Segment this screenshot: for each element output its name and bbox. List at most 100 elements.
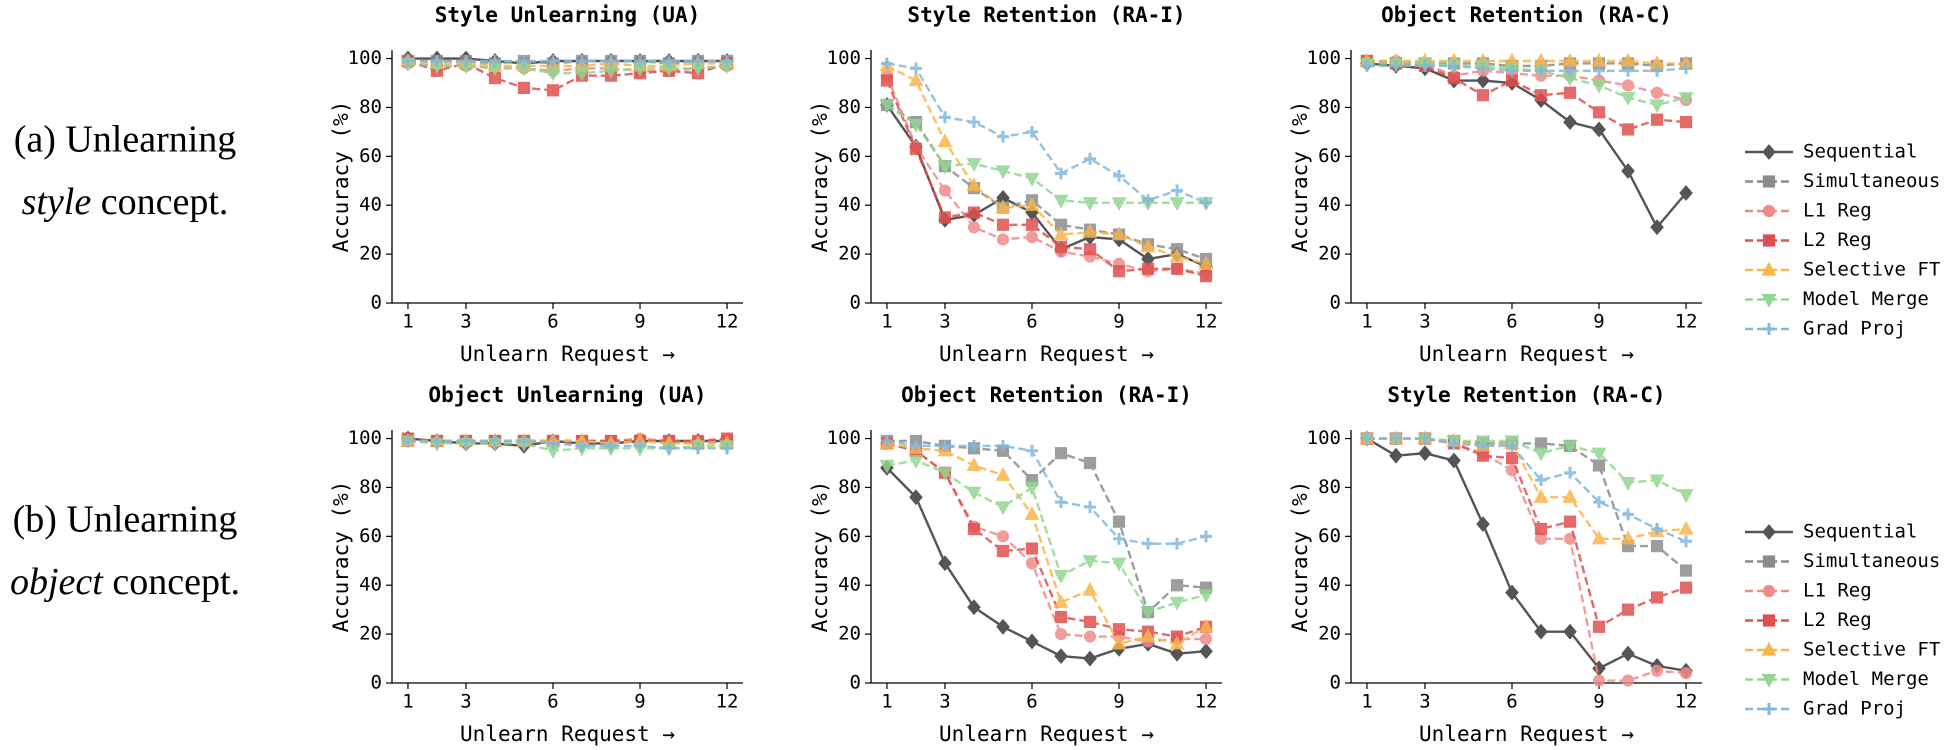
marker (1476, 62, 1489, 75)
legend-label: Grad Proj (1803, 698, 1906, 720)
marker (1026, 444, 1038, 457)
marker (1505, 452, 1519, 465)
marker (663, 442, 676, 455)
x-tick-label: 12 (1195, 691, 1218, 713)
marker (1506, 439, 1518, 452)
marker (1535, 64, 1547, 77)
marker (1111, 557, 1127, 572)
marker (1680, 62, 1693, 75)
marker (1680, 535, 1693, 548)
x-axis-label: Unlearn Request → (1419, 342, 1634, 366)
y-tick-label: 20 (359, 243, 382, 265)
marker (1024, 172, 1040, 187)
marker (1447, 72, 1461, 85)
chart-title: Style Unlearning (UA) (435, 3, 701, 27)
marker (1679, 581, 1693, 594)
x-tick-label: 9 (1113, 311, 1124, 333)
series-line (407, 62, 728, 75)
y-tick-label: 0 (371, 672, 382, 694)
marker (1200, 196, 1213, 209)
marker (1506, 64, 1518, 77)
marker (1112, 265, 1126, 278)
x-axis-label: Unlearn Request → (939, 722, 1154, 746)
series-line (1366, 437, 1687, 496)
marker (937, 160, 953, 175)
marker (880, 57, 893, 70)
legend-marker (1762, 234, 1776, 247)
marker (1649, 99, 1665, 114)
y-tick-label: 20 (838, 243, 861, 265)
marker (1082, 555, 1098, 570)
marker (1447, 437, 1460, 450)
marker (1024, 506, 1040, 520)
x-tick-label: 1 (881, 311, 892, 333)
marker (1142, 537, 1155, 550)
marker (1534, 437, 1548, 450)
marker (1084, 501, 1097, 513)
row-label-emph: style (22, 181, 92, 223)
marker (996, 544, 1010, 558)
marker (1591, 447, 1607, 462)
marker (879, 459, 895, 474)
legend-label: Grad Proj (1803, 318, 1906, 340)
marker (546, 84, 560, 97)
series-line (1366, 437, 1687, 682)
legend-label: L2 Reg (1803, 229, 1872, 251)
marker (1593, 496, 1606, 509)
series (880, 435, 1213, 550)
series (1360, 432, 1693, 633)
marker (1389, 432, 1402, 445)
marker (1620, 92, 1636, 106)
marker (996, 218, 1010, 231)
marker (1112, 515, 1126, 528)
y-tick-label: 100 (827, 47, 861, 69)
marker (1533, 447, 1549, 462)
series-line (886, 62, 1207, 204)
marker (1083, 630, 1097, 643)
marker (1082, 223, 1098, 238)
marker (1621, 123, 1635, 136)
marker (1476, 72, 1490, 89)
y-tick-label: 60 (1318, 145, 1341, 167)
series (1360, 59, 1693, 77)
marker (1142, 194, 1155, 207)
marker (1562, 440, 1578, 455)
marker (880, 435, 893, 447)
marker (1563, 623, 1577, 640)
marker (938, 555, 952, 572)
marker (1593, 64, 1606, 77)
row-label-tail: concept. (101, 181, 229, 223)
marker (1592, 459, 1606, 472)
marker (1083, 615, 1097, 628)
marker (1650, 591, 1664, 604)
row-label-line1: (b) Unlearning (13, 499, 238, 541)
marker (1476, 439, 1489, 452)
legend-marker (1762, 175, 1776, 188)
y-tick-label: 80 (838, 96, 861, 118)
marker (692, 442, 705, 455)
legend-marker (1762, 144, 1776, 160)
marker (605, 55, 618, 67)
x-tick-label: 12 (1195, 311, 1218, 333)
marker (1650, 219, 1664, 236)
marker (1054, 447, 1068, 460)
legend-marker (1763, 323, 1775, 335)
y-tick-label: 100 (348, 427, 382, 449)
marker (1025, 542, 1039, 555)
series-line (1366, 437, 1687, 572)
y-tick-label: 0 (1330, 672, 1341, 694)
marker (1447, 452, 1461, 469)
chart-title: Style Retention (RA-C) (1387, 383, 1665, 407)
marker (1678, 520, 1694, 535)
series (1360, 55, 1693, 236)
marker (1111, 635, 1127, 650)
x-tick-label: 1 (402, 311, 413, 333)
marker (1024, 481, 1040, 496)
marker (1620, 530, 1636, 545)
x-tick-label: 9 (634, 311, 645, 333)
series-line (886, 439, 1207, 615)
y-tick-label: 20 (359, 623, 382, 645)
x-tick-label: 3 (460, 691, 471, 713)
marker (967, 522, 981, 536)
marker (908, 118, 924, 133)
